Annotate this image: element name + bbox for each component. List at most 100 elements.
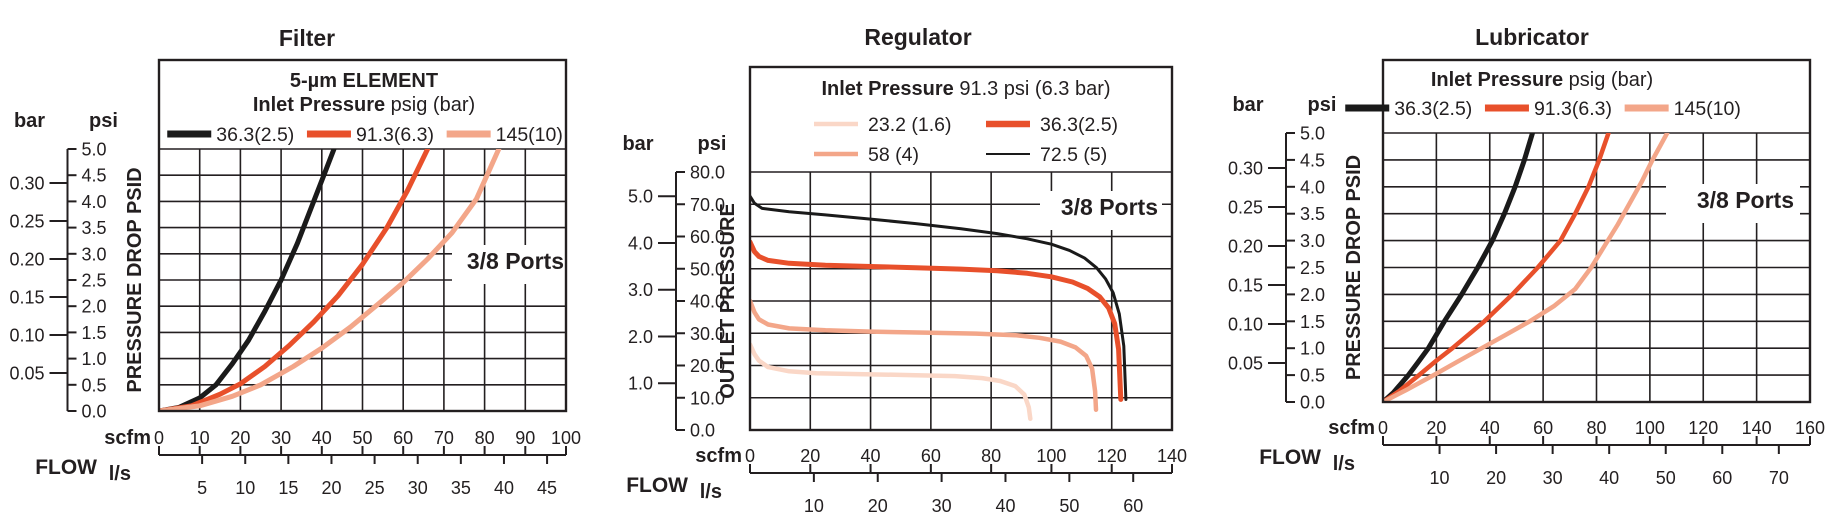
bar-tick-label: 5.0 xyxy=(628,187,653,207)
psi-tick-label: 2.5 xyxy=(82,271,107,291)
ls-tick-label: 20 xyxy=(1486,468,1506,488)
legend-title-row: Inlet Pressure psig (bar) xyxy=(1431,69,1653,91)
chart-title: Regulator xyxy=(864,24,971,50)
ls-tick-label: 40 xyxy=(995,496,1015,516)
psi-tick-label: 60.0 xyxy=(690,227,725,247)
scfm-tick-label: 100 xyxy=(1036,446,1066,466)
psi-unit-header: psi xyxy=(89,110,118,132)
bar-tick-label: 1.0 xyxy=(628,374,653,394)
scfm-tick-label: 0 xyxy=(745,446,755,466)
ls-tick-label: 10 xyxy=(1430,468,1450,488)
ls-tick-label: 15 xyxy=(278,478,298,498)
bar-unit-header: bar xyxy=(622,133,653,155)
x-axis: 0 10 20 30 40 50 60 70 80 90 100 5 10 15 20 25 30 35 40 45 s… xyxy=(35,427,581,498)
curve-91.3(6.3) xyxy=(159,149,431,411)
ports-label: 3/8 Ports xyxy=(1697,187,1794,213)
scfm-tick-label: 30 xyxy=(271,428,291,448)
curves xyxy=(1383,133,1670,402)
psi-tick-label: 0.0 xyxy=(690,421,715,441)
psi-tick-label: 0.5 xyxy=(82,375,107,395)
chart-frame xyxy=(157,58,568,413)
chart-title: Lubricator xyxy=(1475,24,1589,50)
ls-tick-label: 5 xyxy=(197,478,207,498)
bar-tick-label: 0.20 xyxy=(1228,236,1263,256)
bar-tick-label: 0.05 xyxy=(1228,353,1263,373)
psi-tick-label: 70.0 xyxy=(690,195,725,215)
psi-tick-label: 40.0 xyxy=(690,292,725,312)
scfm-tick-label: 20 xyxy=(230,428,250,448)
psi-tick-label: 50.0 xyxy=(690,259,725,279)
bar-unit-header: bar xyxy=(1232,94,1263,116)
ls-tick-label: 30 xyxy=(408,478,428,498)
legend: Inlet Pressure psig (bar) 36.3(2.5) 91.3(6… xyxy=(1345,69,1741,120)
ls-tick-label: 35 xyxy=(451,478,471,498)
ports-label: 3/8 Ports xyxy=(467,248,564,274)
bar-tick-label: 0.10 xyxy=(1228,314,1263,334)
y-axis-ladder: 0.0 10.0 20.0 30.0 40.0 50.0 60.0 70.0 80.0 1.0 2.… xyxy=(622,133,739,441)
scfm-tick-label: 70 xyxy=(434,428,454,448)
scfm-tick-label: 140 xyxy=(1157,446,1187,466)
scfm-tick-label: 60 xyxy=(1533,418,1553,438)
curve-36.3(2.5) xyxy=(159,149,337,411)
ls-tick-label: 20 xyxy=(321,478,341,498)
ports-label: 3/8 Ports xyxy=(1061,194,1158,220)
legend-title-row: Inlet Pressure psig (bar) xyxy=(253,94,475,116)
psi-tick-label: 0.0 xyxy=(82,402,107,422)
legend-series-label: 36.3(2.5) xyxy=(1040,114,1118,136)
scfm-tick-label: 60 xyxy=(921,446,941,466)
bar-tick-label: 0.25 xyxy=(9,212,44,232)
curve-72.5 (5) xyxy=(750,194,1128,401)
legend-series-label: 145(10) xyxy=(1674,98,1741,120)
ls-unit-label: l/s xyxy=(1333,453,1355,475)
scfm-tick-label: 40 xyxy=(1480,418,1500,438)
curve-145(10) xyxy=(159,149,502,411)
curves xyxy=(159,149,502,411)
ls-tick-label: 10 xyxy=(804,496,824,516)
ls-tick-label: 25 xyxy=(365,478,385,498)
grid xyxy=(1382,132,1811,403)
scfm-tick-label: 60 xyxy=(393,428,413,448)
scfm-unit-label: scfm xyxy=(1328,417,1375,439)
psi-tick-label: 0.0 xyxy=(1300,393,1325,413)
psi-tick-label: 5.0 xyxy=(82,140,107,160)
bar-tick-label: 0.20 xyxy=(9,250,44,270)
bar-tick-label: 4.0 xyxy=(628,233,653,253)
psi-tick-label: 3.0 xyxy=(82,244,107,264)
ls-tick-label: 30 xyxy=(1543,468,1563,488)
scfm-tick-label: 40 xyxy=(312,428,332,448)
chart-lubricator: 3/8 Ports Lubricator Inlet Pressure psig (… xyxy=(1228,24,1825,488)
bar-tick-label: 0.05 xyxy=(9,364,44,384)
y-axis-title: OUTLET PRESSURE xyxy=(717,203,739,399)
bar-tick-label: 0.30 xyxy=(9,174,44,194)
legend-series-label: 36.3(2.5) xyxy=(216,124,294,146)
curve-36.3(2.5) xyxy=(750,239,1124,402)
curve-145(10) xyxy=(1383,133,1670,402)
ports-label-backing xyxy=(1040,191,1162,230)
bar-tick-label: 0.10 xyxy=(9,326,44,346)
psi-tick-label: 4.0 xyxy=(1300,177,1325,197)
legend: Inlet Pressure 91.3 psi (6.3 bar) 23.2 (1… xyxy=(814,78,1118,166)
psi-tick-label: 0.5 xyxy=(1300,366,1325,386)
psi-tick-label: 3.5 xyxy=(1300,204,1325,224)
psi-tick-label: 4.5 xyxy=(1300,150,1325,170)
chart-regulator: 3/8 Ports Regulator Inlet Pressure 91.3 ps… xyxy=(622,24,1187,516)
flow-axis-label: FLOW xyxy=(1259,446,1321,469)
scfm-tick-label: 40 xyxy=(861,446,881,466)
ls-tick-label: 10 xyxy=(235,478,255,498)
x-axis: 0 20 40 60 80 100 120 140 160 10 20 30 40 50 60 70 scfm l… xyxy=(1259,417,1825,488)
legend-series-label: 91.3(6.3) xyxy=(356,124,434,146)
bar-tick-label: 3.0 xyxy=(628,280,653,300)
psi-tick-label: 20.0 xyxy=(690,356,725,376)
bar-tick-label: 0.30 xyxy=(1228,158,1263,178)
psi-tick-label: 1.0 xyxy=(82,349,107,369)
ls-tick-label: 50 xyxy=(1059,496,1079,516)
psi-unit-header: psi xyxy=(698,133,727,155)
scfm-tick-label: 90 xyxy=(515,428,535,448)
ls-tick-label: 40 xyxy=(494,478,514,498)
scfm-tick-label: 100 xyxy=(1635,418,1665,438)
curve-58 (4) xyxy=(750,298,1099,412)
psi-tick-label: 80.0 xyxy=(690,163,725,183)
scfm-tick-label: 20 xyxy=(1426,418,1446,438)
